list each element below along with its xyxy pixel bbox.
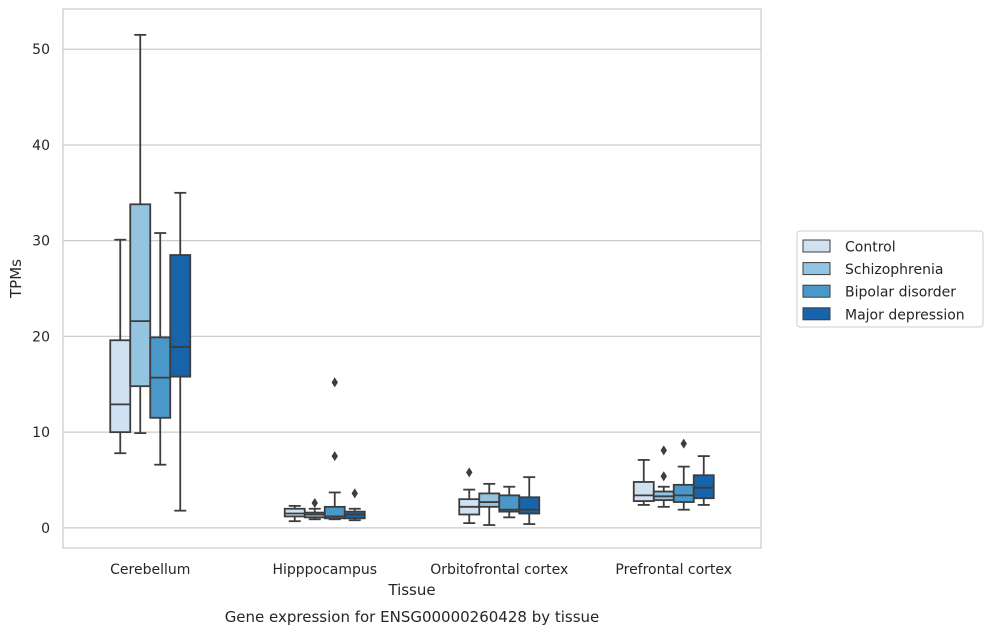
box-iqr	[169, 254, 192, 378]
outlier-point	[680, 438, 687, 449]
y-tick-label: 40	[32, 138, 50, 154]
y-tick-label: 10	[32, 425, 50, 441]
x-tick-labels: Cerebellum Hipppocampus Orbitofrontal cort…	[110, 562, 732, 578]
x-tick-label: Cerebellum	[110, 562, 190, 578]
outlier-point	[660, 471, 667, 482]
x-tick-label: Orbitofrontal cortex	[430, 562, 568, 578]
box-group	[129, 33, 152, 435]
box-group	[283, 504, 306, 523]
figure-caption: Gene expression for ENSG00000260428 by t…	[225, 608, 600, 626]
box-marks	[109, 33, 715, 526]
box-group	[518, 476, 541, 525]
legend-label: Control	[845, 240, 896, 256]
legend-label: Schizophrenia	[845, 262, 943, 278]
outlier-point	[311, 498, 318, 509]
outlier-point	[351, 488, 358, 499]
box-group	[169, 191, 192, 512]
y-axis-label: TPMs	[7, 259, 25, 299]
legend: Control Schizophrenia Bipolar disorder Majo…	[796, 230, 984, 328]
outlier-point	[660, 445, 667, 456]
x-tick-label: Prefrontal cortex	[615, 562, 732, 578]
gridlines	[63, 48, 761, 529]
box-group	[498, 485, 521, 519]
box-group	[323, 377, 346, 521]
legend-frame	[796, 230, 984, 328]
legend-label: Major depression	[845, 307, 965, 323]
legend-swatch	[802, 239, 831, 253]
outlier-point	[331, 377, 338, 388]
legend-swatch	[802, 284, 831, 298]
box-iqr	[109, 339, 132, 434]
x-axis-label: Tissue	[387, 581, 435, 599]
box-iqr	[283, 507, 306, 518]
box-group	[149, 232, 172, 466]
plot-area-frame	[62, 8, 762, 549]
legend-label: Bipolar disorder	[845, 285, 956, 301]
y-tick-label: 30	[32, 234, 50, 250]
box-group	[458, 467, 481, 525]
box-iqr	[692, 474, 715, 500]
box-group	[652, 445, 675, 508]
y-tick-label: 0	[41, 521, 50, 537]
box-group	[478, 482, 501, 526]
y-tick-label: 20	[32, 329, 50, 345]
legend-swatch	[802, 307, 831, 321]
outlier-point	[331, 451, 338, 462]
box-iqr	[518, 496, 541, 515]
box-group	[692, 455, 715, 506]
y-tick-label: 50	[32, 42, 50, 58]
box-group	[109, 238, 132, 455]
x-tick-label: Hipppocampus	[272, 562, 377, 578]
legend-swatch	[802, 262, 831, 276]
box-group	[672, 438, 695, 511]
box-iqr	[129, 203, 152, 388]
y-tick-labels: 0 10 20 30 40 50	[32, 42, 50, 537]
box-group	[343, 488, 366, 522]
box-iqr	[672, 483, 695, 503]
box-group	[303, 498, 326, 521]
box-group	[632, 459, 655, 506]
box-iqr	[632, 481, 655, 502]
box-iqr	[478, 492, 501, 508]
outlier-point	[466, 467, 473, 478]
